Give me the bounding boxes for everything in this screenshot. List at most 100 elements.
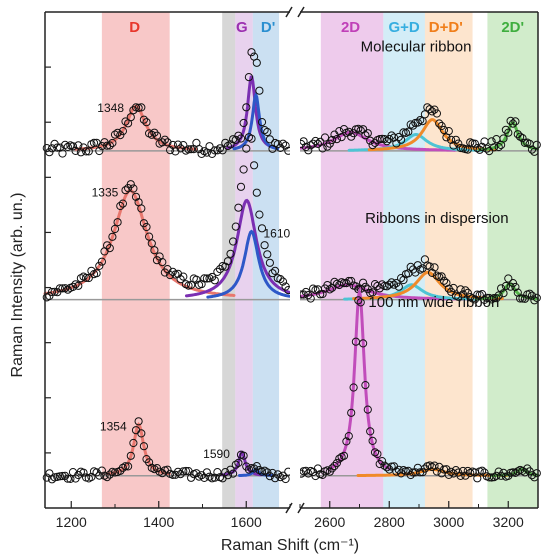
x-tick-label-6: 3200 — [493, 514, 524, 530]
series-0-point — [121, 117, 130, 126]
series-0-point — [276, 143, 285, 152]
series-0-point — [363, 129, 372, 138]
series-1-point — [95, 261, 104, 270]
series-1-point — [137, 204, 146, 213]
series-1-point — [47, 287, 57, 297]
series-2-point — [124, 462, 133, 471]
series-0-point — [404, 127, 413, 136]
series-0-point — [194, 145, 204, 154]
series-1-peak-5 — [352, 270, 504, 301]
series-1-point — [494, 291, 503, 300]
series-1-point — [116, 201, 125, 211]
band-7 — [487, 12, 538, 508]
band-highlights — [101, 12, 538, 508]
series-1-point — [150, 246, 159, 255]
series-2-point — [134, 417, 143, 426]
series-2-point — [492, 471, 501, 480]
series-0-point — [323, 142, 332, 151]
series-0-point — [68, 142, 78, 151]
band-5 — [383, 12, 425, 508]
series-2-point — [229, 469, 238, 478]
series-1-point — [239, 165, 248, 174]
series-0-point — [61, 140, 70, 149]
band-4 — [320, 12, 384, 508]
series-1-point — [499, 289, 508, 298]
series-1-point — [58, 284, 67, 293]
series-1-point — [466, 293, 475, 302]
series-2-point — [139, 442, 148, 451]
series-2-point — [79, 468, 88, 477]
series-0-point — [473, 144, 482, 153]
series-2-point — [363, 405, 372, 414]
series-0-point — [244, 73, 253, 82]
peak-label-1-2: 1610 — [264, 226, 291, 240]
series-0-point — [82, 147, 91, 156]
series-2-point — [378, 457, 387, 466]
series-2-point — [213, 468, 222, 477]
series-1-point — [278, 277, 288, 286]
series-0-point — [423, 103, 432, 112]
series-1-point — [55, 284, 65, 293]
series-0-point — [213, 146, 222, 155]
series-1-point — [223, 257, 232, 266]
series-2-point — [370, 448, 380, 457]
series-1-peak-1 — [185, 198, 292, 298]
series-1-point — [63, 285, 72, 294]
series-2-point — [354, 296, 363, 305]
series-0-point — [231, 135, 240, 144]
x-tick-label-2: 1600 — [231, 514, 262, 530]
series-2-point — [63, 474, 72, 483]
break-mark-l-1 — [285, 502, 293, 514]
series-2-point — [313, 464, 322, 473]
series-2-point — [332, 459, 341, 468]
series-1-point — [200, 274, 209, 283]
axis-ticks: 1200 1400 1600 2600 2800 3000 3200 — [45, 66, 539, 530]
series-1-point — [525, 289, 534, 298]
series-0-point — [454, 139, 463, 148]
series-2-point — [375, 459, 384, 469]
series-0-point — [252, 58, 261, 67]
series-1-point — [252, 188, 261, 197]
series-1-point — [513, 288, 522, 297]
series-0-point — [432, 109, 441, 118]
series-0-point — [478, 142, 487, 151]
series-0-point — [247, 48, 256, 57]
series-0-point — [239, 118, 248, 128]
series-2-point — [458, 466, 468, 476]
series-0-point — [449, 141, 458, 150]
series-1-point — [463, 288, 472, 297]
series-0-point — [435, 119, 444, 128]
series-1-point — [411, 268, 420, 277]
series-1-point — [306, 294, 315, 303]
series-1-point — [389, 280, 399, 289]
series-2-point — [137, 429, 146, 438]
series-0-point — [84, 147, 93, 156]
series-1-point — [263, 250, 272, 259]
x-axis-title: Raman Shift (cm⁻¹) — [221, 537, 359, 554]
series-0-point — [511, 117, 520, 126]
x-tick-label-3: 2600 — [314, 514, 345, 530]
x-tick-label-5: 3000 — [433, 514, 464, 530]
series-2-point — [368, 436, 377, 445]
series-1-point — [399, 275, 408, 285]
series-1-point — [368, 288, 377, 297]
break-mark-r-1 — [297, 502, 305, 514]
series-2-point — [335, 454, 344, 463]
series-1-point — [504, 274, 513, 283]
break-mark-r-0 — [297, 6, 305, 18]
series-2 — [42, 287, 541, 484]
series-1-point — [250, 161, 259, 170]
series-0-point — [389, 133, 399, 142]
y-axis-title: Raman Intensity (arb. un.) — [9, 193, 26, 378]
series-label-1: Ribbons in dispersion — [365, 210, 508, 227]
series-0-point — [499, 134, 508, 143]
series-1-point — [131, 192, 141, 201]
series-2-point — [173, 467, 183, 476]
series-1-point — [276, 275, 285, 284]
series-2-point — [523, 464, 532, 473]
series-1-point — [456, 285, 465, 294]
series-1-point — [325, 285, 334, 294]
series-0-point — [527, 145, 537, 154]
series-1-point — [359, 278, 368, 287]
